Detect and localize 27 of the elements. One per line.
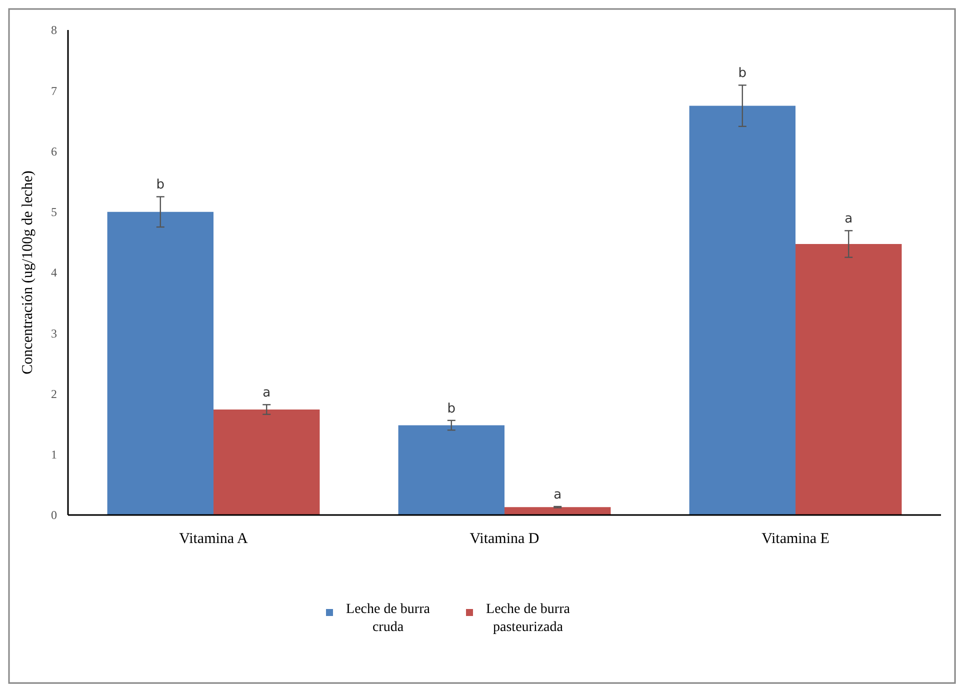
data-label: b — [447, 401, 456, 416]
y-tick-label: 1 — [51, 448, 57, 462]
x-tick-label: Vitamina A — [179, 531, 248, 547]
y-tick-label: 2 — [51, 386, 57, 401]
y-tick-label: 7 — [51, 84, 57, 98]
y-axis-title: Concentración (ug/100g de leche) — [20, 170, 36, 374]
legend-label: Leche de burra cruda — [346, 602, 431, 635]
data-label: b — [156, 178, 165, 193]
bar — [398, 425, 504, 515]
bar — [107, 212, 214, 515]
legend-label: Leche de burra pasteurizada — [486, 602, 571, 635]
y-tick-label: 8 — [51, 23, 57, 38]
y-tick-label: 0 — [51, 508, 57, 522]
y-tick-label: 3 — [51, 326, 57, 340]
y-tick-label: 6 — [51, 144, 57, 158]
data-label: a — [554, 488, 562, 503]
x-tick-label: Vitamina D — [470, 531, 540, 547]
bar — [214, 410, 320, 515]
data-label: a — [262, 386, 271, 401]
y-tick-label: 5 — [51, 205, 57, 220]
data-label: b — [738, 66, 747, 82]
x-tick-label: Vitamina E — [762, 531, 830, 547]
bar — [504, 507, 611, 515]
data-label: a — [844, 212, 853, 227]
bar — [689, 106, 796, 515]
y-tick-label: 4 — [51, 266, 57, 280]
bar — [796, 244, 902, 515]
